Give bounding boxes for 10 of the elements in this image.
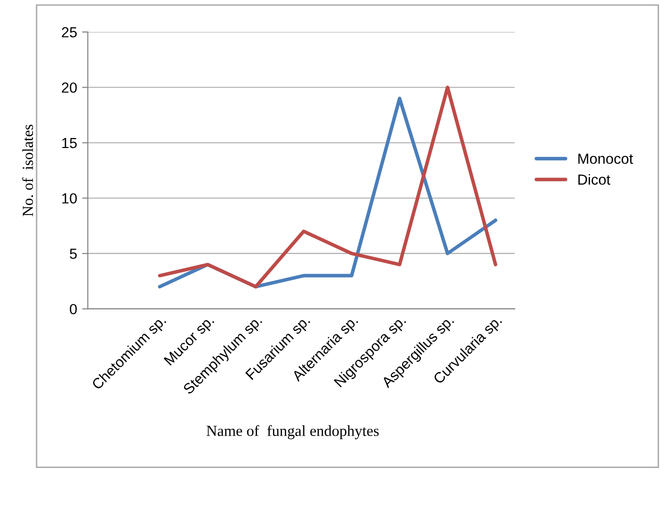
y-tick-label: 20: [62, 82, 77, 93]
y-tick-label: 25: [62, 27, 77, 38]
y-tick-label: 15: [62, 138, 77, 148]
y-tick-label: 5: [70, 248, 77, 259]
legend-label: Dicot: [578, 174, 610, 185]
y-axis-title: No. of isolates: [22, 124, 34, 216]
x-axis-title: Name of fungal endophytes: [206, 425, 379, 440]
y-tick-label: 0: [70, 304, 77, 314]
legend-label: Monocot: [578, 154, 634, 164]
y-tick-label: 10: [62, 193, 77, 204]
